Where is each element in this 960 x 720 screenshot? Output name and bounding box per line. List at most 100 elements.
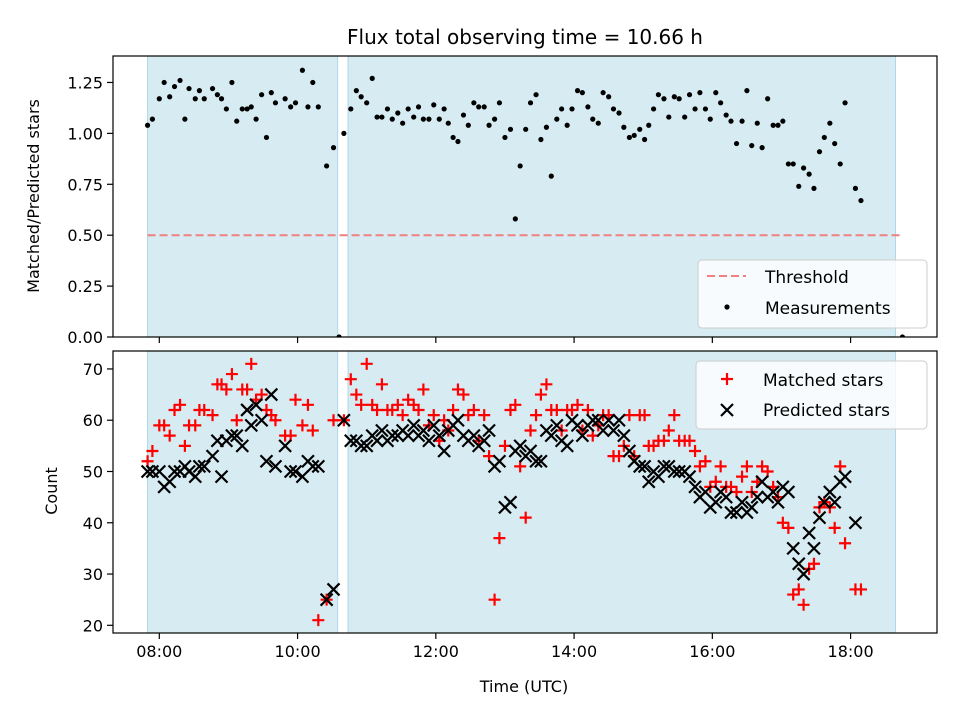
ratio-series-0-point-95 (646, 122, 652, 128)
ratio-series-0-point-77 (554, 116, 560, 122)
count-y-tick-label-0: 20 (83, 616, 103, 635)
ratio-series-0-point-38 (353, 88, 359, 94)
count-y-tick-label-5: 70 (83, 360, 103, 379)
ratio-series-0-point-116 (754, 120, 760, 126)
ratio-series-0-point-99 (666, 114, 672, 120)
count-series-1-point-69 (513, 439, 527, 453)
count-series-0-point-45 (391, 398, 404, 411)
count-series-1-point-75 (544, 428, 559, 443)
legend-predicted-swatch (720, 403, 734, 417)
ratio-series-0-point-104 (692, 106, 698, 112)
count-series-1-point-22 (254, 413, 269, 427)
count-x-tick-label-5: 18:00 (828, 642, 874, 661)
count-series-1-point-4 (162, 474, 177, 489)
count-series-0-point-70 (519, 511, 532, 524)
ratio-series-0-point-19 (244, 106, 250, 112)
count-series-1-point-93 (637, 459, 652, 474)
ratio-series-0-point-10 (196, 88, 203, 94)
count-series-1-point-71 (523, 444, 538, 458)
count-series-1-point-121 (781, 485, 796, 499)
ratio-legend: Threshold Measurements (697, 259, 928, 329)
ratio-series-0-point-122 (785, 161, 791, 167)
count-series-0-point-60 (467, 403, 480, 416)
count-x-tick-label-1: 10:00 (275, 642, 321, 661)
count-series-1-point-109 (719, 490, 733, 504)
ratio-series-0-point-63 (481, 104, 487, 110)
ratio-series-0-point-136 (899, 334, 906, 337)
ratio-series-0-point-30 (305, 104, 311, 110)
count-series-0-point-4 (163, 429, 176, 442)
ratio-series-0-point-5 (171, 83, 178, 90)
count-series-1-point-127 (812, 510, 827, 525)
count-series-0-point-126 (807, 557, 820, 570)
ratio-series-0-point-22 (259, 92, 265, 98)
ratio-series-0-point-132 (837, 161, 843, 167)
ratio-series-0-point-111 (728, 118, 734, 124)
ratio-series-0-point-97 (655, 92, 662, 98)
ratio-series-0-point-125 (800, 165, 807, 171)
ratio-series-0-point-56 (445, 120, 451, 126)
ratio-series-0-point-78 (559, 106, 565, 112)
ratio-series-0-point-117 (759, 145, 765, 151)
count-series-1-point-132 (838, 469, 852, 484)
bottom-y-axis-label: Count (42, 467, 61, 515)
count-series-1-point-52 (426, 418, 441, 433)
ratio-series-0-point-17 (234, 118, 240, 124)
ratio-series-0-point-13 (214, 92, 220, 98)
count-series-0-point-116 (756, 460, 769, 473)
count-series-1-point-90 (622, 444, 637, 458)
count-series-0-point-19 (241, 383, 254, 396)
count-series-1-point-24 (264, 387, 279, 402)
ratio-series-0-point-42 (374, 114, 380, 120)
count-series-0-point-39 (360, 357, 373, 370)
ratio-series-0-point-114 (744, 88, 750, 94)
ratio-series-0-point-58 (455, 138, 461, 145)
count-series-0-point-104 (693, 460, 706, 473)
count-series-1-point-97 (657, 459, 671, 474)
ratio-series-0-point-91 (626, 134, 632, 141)
count-series-1-point-39 (359, 439, 374, 453)
count-plot-area (140, 351, 897, 633)
ratio-series-0-point-46 (395, 110, 401, 116)
ratio-series-0-point-36 (341, 130, 347, 136)
ratio-series-0-point-62 (476, 104, 482, 110)
ratio-series-0-point-93 (637, 126, 643, 132)
count-series-1-point-78 (560, 439, 574, 453)
ratio-series-0-point-126 (806, 171, 812, 177)
ratio-series-0-point-54 (436, 116, 442, 122)
count-series-0-point-64 (488, 593, 501, 606)
count-series-0-point-7 (178, 439, 191, 452)
ratio-series-0-point-128 (816, 149, 823, 155)
ratio-series-0-point-66 (496, 100, 503, 106)
ratio-series-0-point-59 (460, 112, 467, 118)
ratio-series-0-point-4 (167, 94, 173, 100)
count-series-1-point-31 (306, 459, 320, 474)
ratio-series-0-point-108 (713, 90, 719, 96)
ratio-series-0-point-60 (465, 122, 471, 128)
ratio-series-0-point-6 (177, 77, 183, 84)
count-series-0-point-16 (225, 368, 238, 381)
ratio-series-0-point-88 (610, 106, 617, 112)
ratio-series-0-point-133 (842, 100, 848, 106)
count-series-0-point-65 (493, 532, 506, 545)
count-series-1-point-133 (848, 515, 863, 530)
ratio-series-0-point-115 (749, 142, 755, 149)
ratio-legend-box (697, 259, 928, 329)
ratio-observing-window-0 (147, 56, 339, 337)
count-series-1-point-116 (755, 474, 769, 489)
count-series-1-point-14 (214, 469, 229, 484)
count-series-0-point-38 (355, 398, 368, 411)
count-series-1-point-107 (709, 495, 723, 510)
count-series-0-point-11 (198, 403, 211, 416)
ratio-series-0-point-74 (538, 136, 544, 143)
ratio-series-0-point-51 (420, 116, 426, 122)
ratio-series-0-point-71 (523, 126, 529, 132)
count-series-1-point-21 (249, 398, 263, 412)
ratio-series-0-point-129 (821, 134, 827, 141)
ratio-series-0-point-23 (263, 134, 270, 141)
ratio-series-0-point-109 (718, 100, 724, 106)
count-series-1-point-94 (641, 474, 656, 489)
count-y-tick-label-4: 60 (83, 411, 103, 430)
ratio-series-0-point-110 (723, 112, 729, 118)
ratio-series-0-point-15 (223, 106, 229, 112)
